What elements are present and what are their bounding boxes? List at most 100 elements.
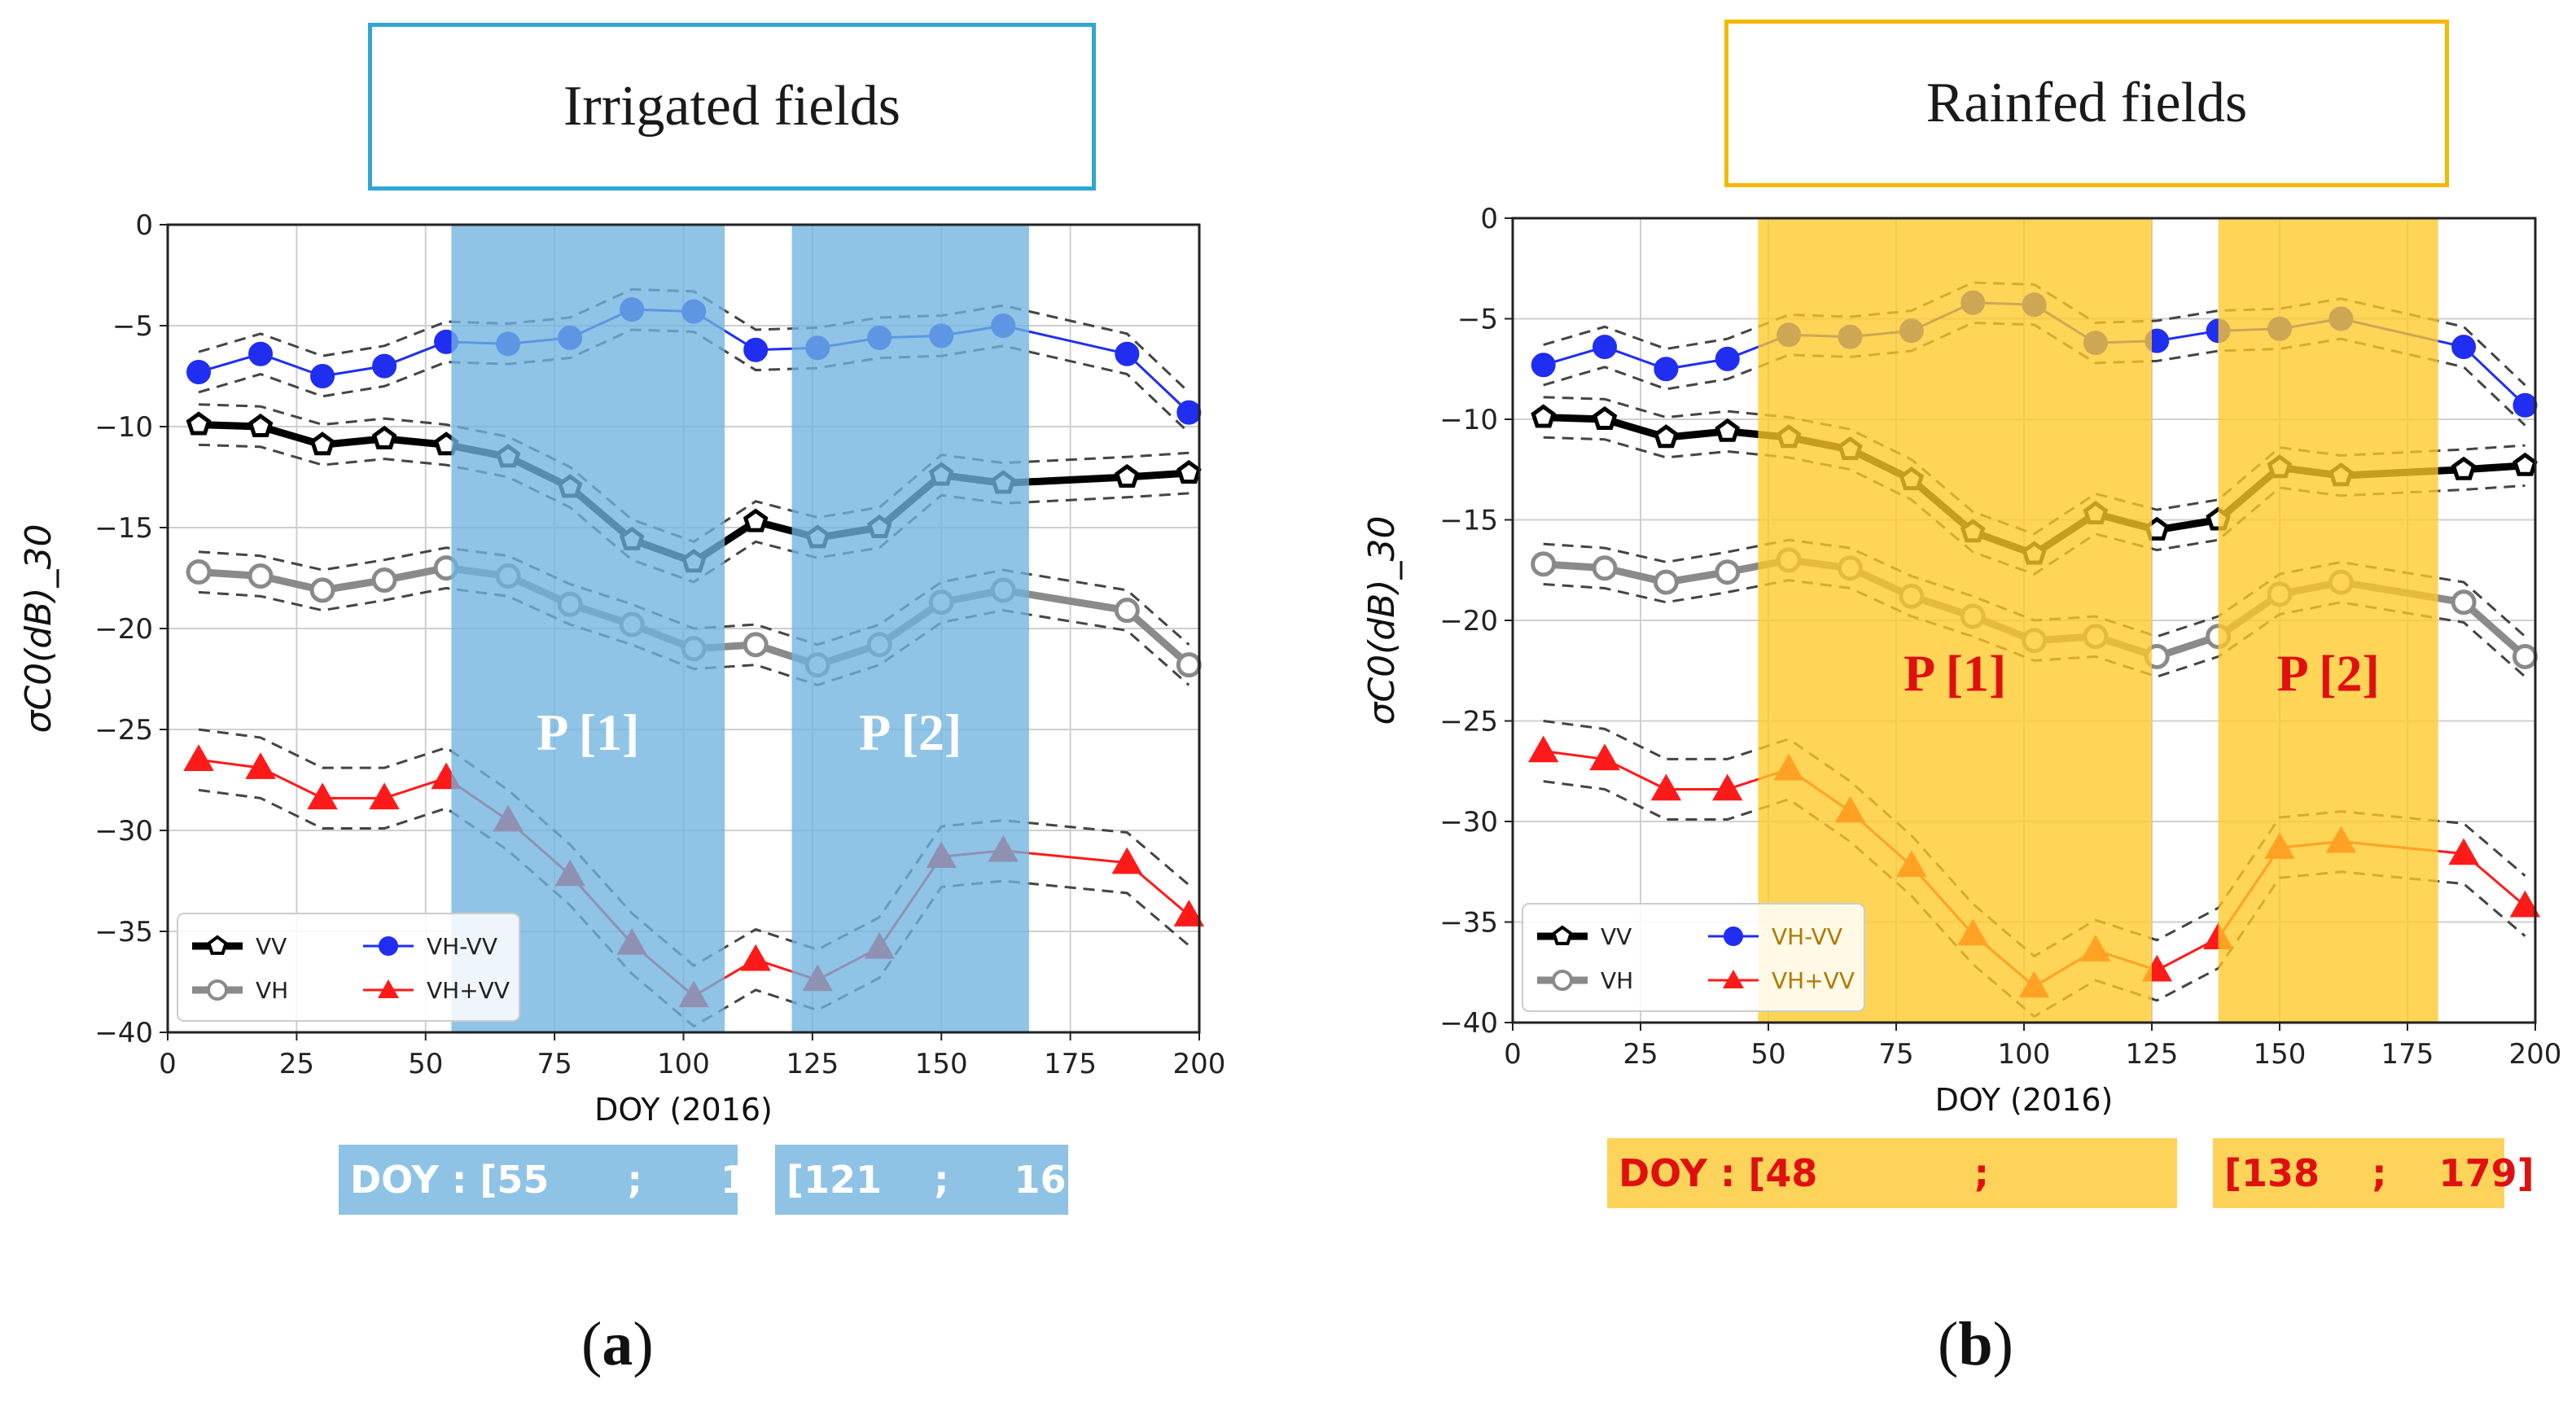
chart-b-xtick-label-175: 175 xyxy=(2381,1038,2434,1071)
period-label-a-1-text: DOY : [55 ; 114] xyxy=(350,1158,817,1202)
chart-b-xtick-label-50: 50 xyxy=(1750,1038,1785,1071)
chart-a-vh-plus-vv-point-3 xyxy=(369,782,400,810)
chart-b-vh-minus-vv-point-3 xyxy=(1715,346,1740,371)
chart-a-vv-point-3 xyxy=(371,425,397,449)
chart-a-vh-point-3 xyxy=(371,567,397,593)
chart-panel-irrigated: P [1] P [2] 0 25 50 75 100 125 150 175 200 0 −5 −10 −1… xyxy=(18,209,1225,1128)
chart-a-ytick-label--35: −35 xyxy=(94,916,153,948)
chart-b-vv-point-2 xyxy=(1654,424,1679,449)
chart-title-rainfed: Rainfed fields xyxy=(1925,72,2248,134)
chart-a-xtick-label-125: 125 xyxy=(786,1048,839,1080)
chart-a-legend-vv-marker xyxy=(207,935,228,955)
chart-a-xaxis-label: DOY (2016) xyxy=(594,1092,773,1128)
chart-b-period-band-label-1: P [1] xyxy=(1904,644,2006,702)
chart-b-vh-minus-vv-point-2 xyxy=(1654,357,1679,382)
chart-a-period-band-label-1: P [1] xyxy=(537,703,639,761)
chart-b-xtick-label-75: 75 xyxy=(1878,1038,1913,1071)
chart-b-vh-plus-vv-point-2 xyxy=(1650,773,1682,801)
chart-b-legend-vh-label: VH xyxy=(1601,967,1633,994)
chart-a-vv-point-0 xyxy=(186,411,212,436)
chart-a-vh-point-14 xyxy=(1114,598,1140,624)
chart-a-vv-point-9 xyxy=(743,508,769,532)
chart-a-vh-minus-vv-point-15 xyxy=(1176,400,1202,425)
chart-b-vh-plus-vv-point-15 xyxy=(2509,890,2541,918)
chart-b-ytick-label--30: −30 xyxy=(1439,806,1498,839)
period-label-b-1: DOY : [48 ; 126] xyxy=(1607,1138,2306,1208)
period-label-b-2-text: [138 ; 179] xyxy=(2224,1151,2534,1195)
chart-a-vv-point-1 xyxy=(248,413,274,437)
chart-panel-rainfed: P [1] P [2] 0 25 50 75 100 125 150 175 200 0 −5 −10 −1… xyxy=(1361,203,2561,1118)
chart-b-xtick-label-125: 125 xyxy=(2126,1038,2179,1071)
chart-b-xtick-label-100: 100 xyxy=(1998,1038,2051,1071)
chart-b-vh-point-14 xyxy=(2451,589,2477,616)
chart-a-legend-vv-label: VV xyxy=(256,933,287,960)
chart-a-vh-plus-vv-point-1 xyxy=(245,752,276,779)
chart-b-legend-vh-minus-vv-marker xyxy=(1724,927,1743,946)
period-label-a-2-text: [121 ; 162] xyxy=(786,1158,1110,1202)
chart-a-vh-plus-vv-point-15 xyxy=(1173,900,1205,927)
chart-b-vh-minus-vv-point-0 xyxy=(1531,353,1556,378)
chart-b-vh-point-0 xyxy=(1531,551,1557,577)
chart-a-vh-minus-vv-point-0 xyxy=(186,360,212,385)
chart-a-xtick-label-50: 50 xyxy=(408,1048,443,1080)
chart-b-vh-plus-vv-point-1 xyxy=(1589,743,1620,771)
chart-a-vh-plus-vv-point-0 xyxy=(183,744,214,771)
chart-b-vv-point-15 xyxy=(2512,452,2538,476)
chart-a-period-band-1 xyxy=(451,225,725,1032)
chart-b-xaxis-label: DOY (2016) xyxy=(1935,1082,2114,1118)
chart-b-ytick-label--40: −40 xyxy=(1439,1007,1498,1040)
chart-a-legend-vh-plus-vv-marker xyxy=(378,979,399,998)
chart-a-yaxis-label: σC0(dB)_30 xyxy=(18,524,59,733)
period-label-b-2: [138 ; 179] xyxy=(2213,1138,2534,1208)
chart-b-ytick-label--5: −5 xyxy=(1457,304,1498,336)
chart-b-ytick-label--15: −15 xyxy=(1439,505,1498,537)
chart-a-ytick-label--25: −25 xyxy=(94,714,153,747)
chart-a-vv-point-14 xyxy=(1114,463,1140,488)
chart-a-xtick-label-150: 150 xyxy=(915,1048,968,1080)
chart-a-xtick-label-75: 75 xyxy=(537,1048,572,1080)
chart-a-xtick-label-100: 100 xyxy=(657,1048,710,1080)
title-box-irrigated: Irrigated fields xyxy=(368,23,1096,191)
chart-a-legend-vh-label: VH xyxy=(256,977,288,1004)
chart-a-ytick-label--5: −5 xyxy=(112,310,153,343)
chart-b-ytick-label--10: −10 xyxy=(1439,404,1498,436)
chart-b-legend-vv-marker xyxy=(1552,925,1573,945)
chart-a-ytick-label-0: 0 xyxy=(135,209,153,242)
chart-b-vv-point-14 xyxy=(2451,456,2477,480)
chart-b-xtick-label-200: 200 xyxy=(2509,1038,2562,1071)
chart-a-vv-point-15 xyxy=(1176,459,1202,484)
chart-a-period-band-label-2: P [2] xyxy=(859,703,962,761)
chart-a-legend-vh-minus-vv-marker xyxy=(379,936,398,956)
chart-a-xtick-label-0: 0 xyxy=(159,1048,177,1080)
chart-b-legend-vv-label: VV xyxy=(1601,923,1632,950)
chart-b-ytick-label--20: −20 xyxy=(1439,605,1498,637)
chart-a-vh-point-1 xyxy=(248,563,274,589)
chart-a-xtick-label-200: 200 xyxy=(1173,1048,1226,1080)
chart-b-vh-point-3 xyxy=(1715,559,1741,585)
chart-b-ytick-label--25: −25 xyxy=(1439,706,1498,738)
chart-a-legend-vh-marker xyxy=(207,979,228,1001)
period-label-a-1: DOY : [55 ; 114] xyxy=(339,1145,816,1215)
chart-a-xtick-label-175: 175 xyxy=(1044,1048,1097,1080)
chart-b-legend-vh-plus-vv-label: VH+VV xyxy=(1772,967,1855,994)
title-box-rainfed: Rainfed fields xyxy=(1724,20,2449,187)
period-label-a-2: [121 ; 162] xyxy=(775,1145,1110,1215)
chart-b-xtick-label-25: 25 xyxy=(1623,1038,1658,1071)
chart-b-yaxis-label: σC0(dB)_30 xyxy=(1361,515,1403,725)
chart-a-vh-plus-vv-point-14 xyxy=(1111,847,1143,874)
chart-b-xtick-label-150: 150 xyxy=(2254,1038,2307,1071)
chart-a-vh-minus-vv-point-3 xyxy=(372,353,397,379)
chart-a-ytick-label--40: −40 xyxy=(94,1017,153,1049)
chart-b-legend-vh-plus-vv-marker xyxy=(1723,970,1744,988)
chart-b-vh-minus-vv-point-1 xyxy=(1592,335,1618,360)
chart-b-vh-point-2 xyxy=(1653,569,1679,595)
chart-a-legend-box xyxy=(177,913,520,1022)
chart-b-vv-point-3 xyxy=(1715,418,1741,442)
chart-a-period-band-2 xyxy=(791,225,1029,1032)
chart-a-vh-minus-vv-point-9 xyxy=(743,337,769,362)
chart-b-vv-point-1 xyxy=(1592,405,1618,430)
chart-b-vh-plus-vv-point-3 xyxy=(1712,773,1743,801)
chart-b-legend-vh-marker xyxy=(1552,970,1573,991)
chart-b-vh-point-15 xyxy=(2512,643,2538,669)
